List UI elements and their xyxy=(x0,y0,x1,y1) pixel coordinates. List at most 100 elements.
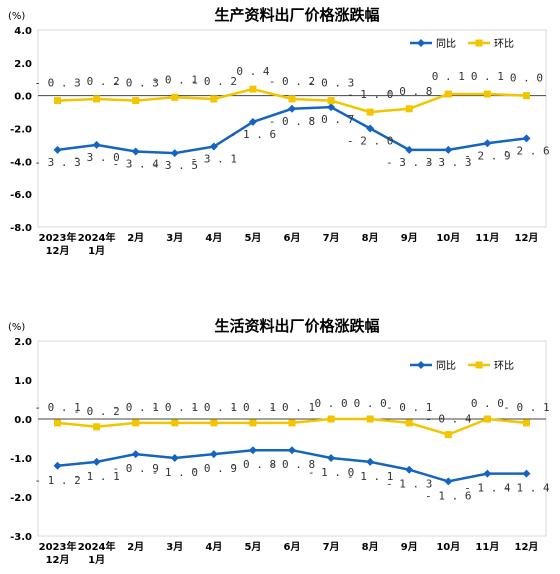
data-point-mom xyxy=(405,419,413,427)
data-point-yoy xyxy=(522,469,531,478)
plot-area xyxy=(37,29,547,228)
data-label-mom: 0 . 4 xyxy=(236,65,269,78)
data-label-mom: 0 . 0 xyxy=(510,72,543,85)
data-label-yoy: - 1 . 1 xyxy=(73,470,119,483)
y-tick-label: 1.0 xyxy=(14,376,32,387)
data-label-mom: - 0 . 1 xyxy=(503,401,549,414)
data-point-yoy xyxy=(209,142,218,151)
data-label-mom: - 1 . 0 xyxy=(347,88,393,101)
data-point-mom xyxy=(288,95,296,103)
legend-label: 同比 xyxy=(436,38,456,50)
y-tick-label: -3.0 xyxy=(10,532,32,543)
data-point-yoy xyxy=(288,446,296,455)
data-point-mom xyxy=(249,85,257,93)
legend-label: 环比 xyxy=(494,38,514,50)
data-point-mom xyxy=(522,92,530,100)
x-tick-label: 1月 xyxy=(88,554,105,566)
x-tick-label: 9月 xyxy=(401,541,418,553)
legend-label: 环比 xyxy=(494,360,514,372)
x-tick-label: 2024年 xyxy=(78,231,116,244)
x-tick-label: 11月 xyxy=(475,541,499,553)
data-point-mom xyxy=(366,415,374,423)
data-point-yoy xyxy=(405,465,414,474)
data-point-yoy xyxy=(522,134,531,143)
data-point-mom xyxy=(483,415,491,423)
x-tick-label: 12月 xyxy=(515,541,539,553)
x-tick-label: 7月 xyxy=(323,541,340,553)
data-point-yoy xyxy=(248,446,257,455)
x-tick-label: 11月 xyxy=(475,232,499,244)
data-point-yoy xyxy=(483,139,492,148)
legend-marker xyxy=(475,39,483,47)
data-label-mom: - 0 . 1 xyxy=(152,401,198,414)
data-point-mom xyxy=(132,97,140,105)
data-point-yoy xyxy=(92,457,101,466)
x-tick-label: 8月 xyxy=(362,232,379,244)
x-tick-label: 4月 xyxy=(205,232,222,244)
data-label-mom: - 0 . 1 xyxy=(191,401,237,414)
data-point-mom xyxy=(54,419,62,427)
chart-2: 生活资料出厂价格涨跌幅 (%) 2.0 1.0 0.0 -1.0 -2.0 -3.0 2023年… xyxy=(8,317,550,566)
data-label-mom: - 0 . 1 xyxy=(230,401,276,414)
data-label-yoy: - 0 . 9 xyxy=(191,462,237,475)
chart-title: 生产资料出厂价格涨跌幅 xyxy=(214,6,379,24)
data-point-yoy xyxy=(53,461,62,470)
x-tick-label: 9月 xyxy=(401,232,418,244)
data-point-mom xyxy=(405,105,413,113)
plot-area xyxy=(37,340,547,537)
legend-marker xyxy=(475,361,483,369)
data-label-mom: 0 . 0 xyxy=(471,397,504,410)
y-tick-label: 2.0 xyxy=(14,337,32,348)
data-point-mom xyxy=(249,419,257,427)
y-unit-label: (%) xyxy=(8,322,25,333)
data-point-yoy xyxy=(170,149,179,158)
legend-label: 同比 xyxy=(436,360,456,372)
data-label-yoy: - 2 . 6 xyxy=(503,144,549,157)
y-tick-label: -1.0 xyxy=(10,454,32,465)
data-label-yoy: - 1 . 2 xyxy=(34,474,80,487)
y-tick-label: -6.0 xyxy=(10,190,32,201)
data-point-yoy xyxy=(131,147,140,156)
data-label-yoy: - 2 . 9 xyxy=(464,149,510,162)
data-label-yoy: - 3 . 3 xyxy=(386,156,432,169)
x-tick-label: 3月 xyxy=(166,232,183,244)
data-label-mom: - 0 . 3 xyxy=(308,77,354,90)
y-tick-label: 4.0 xyxy=(14,26,32,37)
data-point-mom xyxy=(93,95,101,103)
data-point-yoy xyxy=(444,145,453,154)
data-point-yoy xyxy=(444,477,453,486)
x-tick-label: 10月 xyxy=(436,232,460,244)
data-point-yoy xyxy=(248,117,257,126)
x-tick-label: 2023年 xyxy=(39,231,77,244)
x-tick-label: 2023年 xyxy=(39,540,77,553)
data-point-mom xyxy=(210,419,218,427)
x-tick-label: 2月 xyxy=(127,232,144,244)
data-label-yoy: - 0 . 8 xyxy=(269,115,315,128)
data-label-mom: - 0 . 1 xyxy=(152,73,198,86)
y-tick-label: -4.0 xyxy=(10,157,32,168)
data-point-mom xyxy=(210,95,218,103)
data-label-yoy: - 3 . 5 xyxy=(152,159,198,172)
data-label-mom: 0 . 1 xyxy=(432,70,465,83)
x-tick-label: 12月 xyxy=(46,554,70,566)
data-point-mom xyxy=(171,419,179,427)
data-point-mom xyxy=(444,431,452,439)
data-label-yoy: - 3 . 3 xyxy=(34,156,80,169)
data-label-mom: - 0 . 2 xyxy=(73,405,119,418)
data-point-yoy xyxy=(170,454,179,462)
data-point-mom xyxy=(171,93,179,101)
data-label-mom: - 0 . 2 xyxy=(191,75,237,88)
legend-marker xyxy=(417,39,425,47)
data-label-yoy: - 1 . 6 xyxy=(425,489,471,502)
y-tick-label: 0.0 xyxy=(14,415,32,426)
data-label-mom: - 0 . 2 xyxy=(73,75,119,88)
data-label-mom: - 0 . 4 xyxy=(425,413,472,426)
data-label-yoy: - 3 . 3 xyxy=(425,156,471,169)
x-tick-label: 4月 xyxy=(205,541,222,553)
data-point-yoy xyxy=(366,457,375,466)
data-point-yoy xyxy=(405,145,414,154)
data-label-mom: 0 . 0 xyxy=(354,397,387,410)
data-point-yoy xyxy=(131,450,140,459)
x-tick-label: 3月 xyxy=(166,541,183,553)
